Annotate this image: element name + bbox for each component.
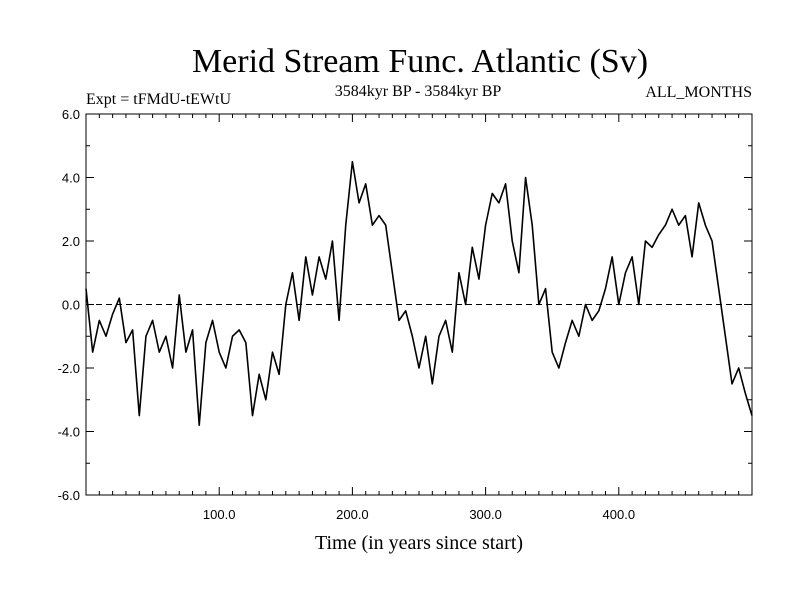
months-label: ALL_MONTHS xyxy=(645,84,752,101)
y-tick-label: -4.0 xyxy=(58,425,80,440)
y-tick-label: -6.0 xyxy=(58,488,80,503)
x-tick-label: 400.0 xyxy=(603,507,636,522)
series-line xyxy=(85,160,753,426)
chart-title: Merid Stream Func. Atlantic (Sv) xyxy=(192,43,648,80)
axis-ticks xyxy=(86,113,752,496)
y-tick-label: 4.0 xyxy=(62,171,80,186)
x-tick-labels: 100.0 200.0 300.0 400.0 xyxy=(203,507,635,522)
x-tick-label: 200.0 xyxy=(336,507,369,522)
y-tick-labels: 6.0 4.0 2.0 0.0 -2.0 -4.0 -6.0 xyxy=(58,107,80,503)
y-tick-label: -2.0 xyxy=(58,361,80,376)
x-tick-label: 300.0 xyxy=(469,507,502,522)
y-tick-label: 0.0 xyxy=(62,298,80,313)
y-tick-label: 6.0 xyxy=(62,107,80,122)
x-tick-label: 100.0 xyxy=(203,507,236,522)
time-range-label: 3584kyr BP - 3584kyr BP xyxy=(335,83,502,100)
x-axis-label: Time (in years since start) xyxy=(315,532,523,554)
y-tick-label: 2.0 xyxy=(62,234,80,249)
experiment-label: Expt = tFMdU-tEWtU xyxy=(86,91,231,108)
